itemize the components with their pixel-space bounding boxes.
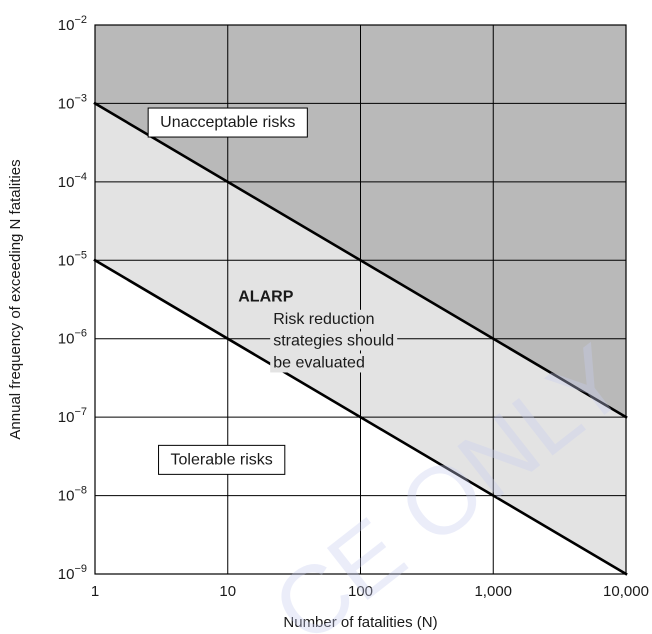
- plot-border: [94, 24, 627, 575]
- alarp-note-line-1: strategies should: [273, 332, 394, 349]
- alarp-note-backdrop-1: [270, 331, 398, 351]
- y-tick-label-0: 10−9: [58, 563, 87, 583]
- y-tick-label-4: 10−5: [58, 249, 87, 269]
- region-label-box-0: [147, 107, 308, 138]
- x-tick-label-1: 10: [219, 583, 236, 600]
- region-label-unacceptable-risks: Unacceptable risks: [160, 114, 295, 131]
- x-tick-label-0: 1: [91, 583, 99, 600]
- region-label-tolerable-risks: Tolerable risks: [171, 451, 273, 468]
- x-tick-label-2: 100: [348, 583, 373, 600]
- x-tick-label-4: 10,000: [603, 583, 649, 600]
- plot-frame: [94, 24, 627, 575]
- y-tick-labels: 10−9 10−8 10−7 10−6 10−5 10−4 10−3 10−2: [58, 14, 87, 583]
- alarp-note-line-0: Risk reduction: [273, 311, 374, 328]
- region-label-alarp: ALARP: [238, 288, 293, 305]
- criterion-lines: [93, 101, 628, 576]
- upper-criterion-line: [93, 101, 628, 419]
- x-axis-title: Number of fatalities (N): [283, 614, 437, 631]
- region-labels: Unacceptable risks ALARP Tolerable risks Ri…: [147, 107, 398, 475]
- y-tick-label-7: 10−2: [58, 14, 87, 34]
- lower-criterion-line: [93, 258, 628, 576]
- y-tick-label-6: 10−3: [58, 92, 87, 112]
- y-tick-label-2: 10−7: [58, 406, 87, 426]
- y-tick-label-3: 10−6: [58, 328, 87, 348]
- alarp-note-backdrop-2: [270, 353, 368, 373]
- alarp-note-backdrop-0: [270, 309, 378, 329]
- region-label-box-2: [158, 444, 286, 475]
- x-tick-labels: 1 10 100 1,000 10,000: [91, 583, 649, 600]
- y-tick-label-5: 10−4: [58, 171, 87, 191]
- x-tick-label-3: 1,000: [474, 583, 512, 600]
- y-tick-label-1: 10−8: [58, 485, 87, 505]
- alarp-note-line-2: be evaluated: [273, 354, 365, 371]
- y-axis-title: Annual frequency of exceeding N fataliti…: [7, 159, 24, 439]
